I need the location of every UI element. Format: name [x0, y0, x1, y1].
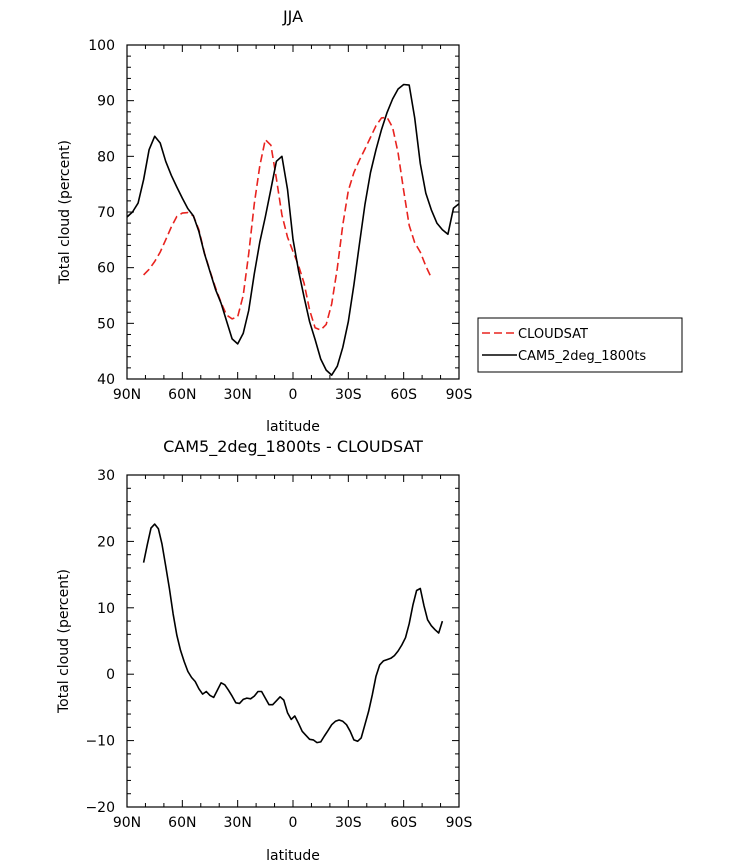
- y-tick-label: −10: [85, 734, 115, 750]
- x-tick-label: 90S: [446, 387, 473, 403]
- plot-frame: [126, 474, 460, 808]
- y-tick-label: 10: [97, 601, 115, 617]
- y-tick-label: 80: [97, 149, 115, 165]
- legend-label: CLOUDSAT: [518, 327, 588, 342]
- x-tick-label: 60S: [390, 815, 417, 831]
- x-tick-label: 90S: [446, 815, 473, 831]
- y-tick-label: 70: [97, 205, 115, 221]
- y-tick-label: 40: [97, 372, 115, 388]
- y-tick-label: 50: [97, 316, 115, 332]
- y-tick-label: 20: [97, 534, 115, 550]
- legend-box: [477, 317, 683, 373]
- x-tick-label: 60S: [390, 387, 417, 403]
- y-tick-label: 0: [106, 667, 115, 683]
- top-panel: JJA latitude Total cloud (percent) 90N 60…: [57, 7, 472, 435]
- x-tick-label: 90N: [113, 387, 141, 403]
- y-tick-label: 30: [97, 468, 115, 484]
- y-tick-label: 60: [97, 261, 115, 277]
- x-tick-label: 0: [289, 815, 298, 831]
- x-tick-label: 30N: [224, 815, 252, 831]
- y-tick-label: 90: [97, 94, 115, 110]
- bottom-y-axis-title: Total cloud (percent): [56, 569, 72, 714]
- legend-label: CAM5_2deg_1800ts: [518, 349, 646, 364]
- x-tick-label: 30N: [224, 387, 252, 403]
- bottom-x-axis-title: latitude: [266, 848, 320, 864]
- y-tick-label: 100: [88, 38, 115, 54]
- bottom-title: CAM5_2deg_1800ts - CLOUDSAT: [163, 437, 423, 457]
- y-tick-label: −20: [85, 800, 115, 816]
- top-x-axis-title: latitude: [266, 419, 320, 435]
- legend: CLOUDSAT CAM5_2deg_1800ts: [477, 317, 683, 373]
- x-tick-label: 60N: [168, 815, 196, 831]
- top-y-axis-title: Total cloud (percent): [57, 140, 73, 285]
- x-tick-label: 90N: [113, 815, 141, 831]
- series-line-difference: [142, 523, 444, 744]
- bottom-panel: CAM5_2deg_1800ts - CLOUDSAT latitude Tot…: [56, 437, 472, 864]
- x-tick-label: 0: [289, 387, 298, 403]
- plot-frame: [126, 44, 460, 380]
- series-line-cloudsat: [143, 116, 433, 331]
- x-tick-label: 30S: [335, 815, 362, 831]
- x-tick-label: 60N: [168, 387, 196, 403]
- series-line-cam5_2deg_1800ts: [126, 83, 460, 376]
- x-tick-label: 30S: [335, 387, 362, 403]
- top-title: JJA: [282, 7, 303, 26]
